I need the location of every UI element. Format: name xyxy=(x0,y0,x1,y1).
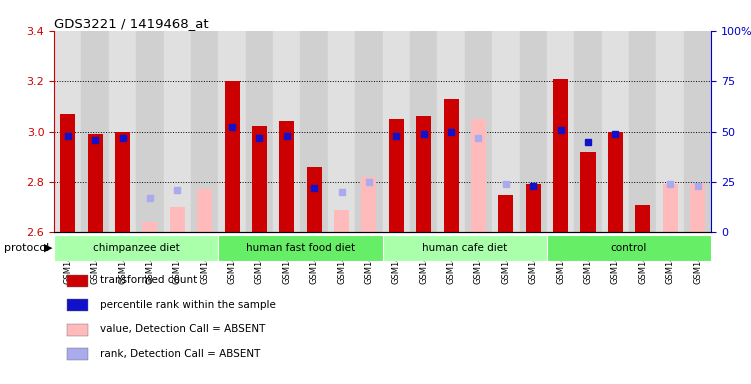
Bar xyxy=(68,299,89,311)
Text: ▶: ▶ xyxy=(44,243,52,253)
Bar xyxy=(136,31,164,232)
Bar xyxy=(499,195,514,232)
Bar xyxy=(81,31,109,232)
Bar xyxy=(170,207,185,232)
Bar xyxy=(109,31,136,232)
Text: protocol: protocol xyxy=(4,243,49,253)
Bar xyxy=(416,116,431,232)
Bar xyxy=(629,31,656,232)
Text: GDS3221 / 1419468_at: GDS3221 / 1419468_at xyxy=(54,17,209,30)
Text: human fast food diet: human fast food diet xyxy=(246,243,355,253)
Bar xyxy=(520,31,547,232)
Bar xyxy=(684,31,711,232)
Bar xyxy=(143,222,158,232)
Bar xyxy=(444,99,459,232)
Bar xyxy=(219,235,383,261)
Bar xyxy=(437,31,465,232)
Bar xyxy=(410,31,437,232)
Bar xyxy=(300,31,328,232)
Bar xyxy=(526,184,541,232)
Bar xyxy=(328,31,355,232)
Text: control: control xyxy=(611,243,647,253)
Bar xyxy=(197,189,213,232)
Bar xyxy=(383,235,547,261)
Bar xyxy=(383,31,410,232)
Bar xyxy=(273,31,300,232)
Bar xyxy=(68,275,89,286)
Bar xyxy=(635,205,650,232)
Bar xyxy=(279,121,294,232)
Bar xyxy=(465,31,492,232)
Bar xyxy=(88,134,103,232)
Bar xyxy=(602,31,629,232)
Bar xyxy=(547,235,711,261)
Text: rank, Detection Call = ABSENT: rank, Detection Call = ABSENT xyxy=(100,349,261,359)
Bar xyxy=(60,114,75,232)
Bar xyxy=(334,210,349,232)
Bar xyxy=(246,31,273,232)
Bar xyxy=(662,184,677,232)
Bar xyxy=(115,131,130,232)
Bar xyxy=(252,126,267,232)
Text: human cafe diet: human cafe diet xyxy=(422,243,508,253)
Bar xyxy=(389,119,404,232)
Text: percentile rank within the sample: percentile rank within the sample xyxy=(100,300,276,310)
Bar xyxy=(219,31,246,232)
Bar xyxy=(54,235,219,261)
Bar xyxy=(547,31,575,232)
Bar xyxy=(361,177,376,232)
Bar xyxy=(575,31,602,232)
Bar xyxy=(68,323,89,336)
Bar xyxy=(690,184,705,232)
Text: transformed count: transformed count xyxy=(100,275,198,285)
Bar xyxy=(492,31,520,232)
Bar xyxy=(581,152,596,232)
Bar xyxy=(306,167,321,232)
Text: chimpanzee diet: chimpanzee diet xyxy=(93,243,179,253)
Bar xyxy=(608,131,623,232)
Bar xyxy=(164,31,191,232)
Text: value, Detection Call = ABSENT: value, Detection Call = ABSENT xyxy=(100,324,265,334)
Bar xyxy=(553,79,569,232)
Bar xyxy=(191,31,219,232)
Bar xyxy=(656,31,684,232)
Bar xyxy=(225,81,240,232)
Bar xyxy=(68,348,89,360)
Bar xyxy=(355,31,382,232)
Bar xyxy=(54,31,81,232)
Bar xyxy=(471,119,486,232)
